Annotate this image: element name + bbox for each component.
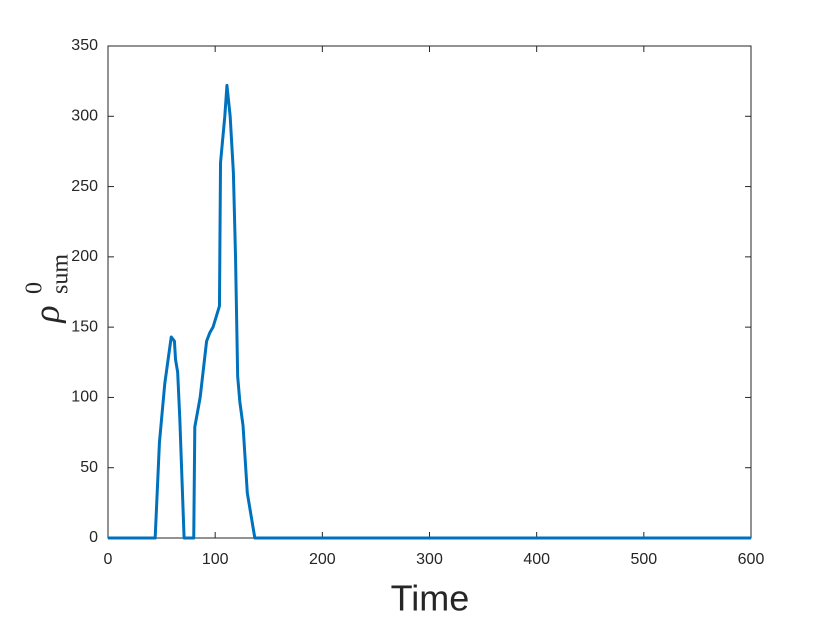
y-tick-label: 150 (71, 318, 98, 335)
y-tick-label: 50 (80, 459, 98, 476)
y-label-symbol: ρ (26, 305, 66, 323)
x-tick-label: 100 (202, 551, 229, 568)
x-tick-label: 200 (309, 551, 336, 568)
data-line (108, 83, 751, 540)
y-tick-label: 100 (71, 389, 98, 406)
y-tick-label: 200 (71, 248, 98, 265)
x-axis-label: Time (391, 578, 470, 619)
x-tick-label: 300 (416, 551, 443, 568)
y-tick-label: 350 (71, 37, 98, 54)
y-tick-label: 250 (71, 178, 98, 195)
y-axis-label: ρ 0 sum (22, 254, 74, 324)
y-label-sup: 0 (22, 282, 48, 294)
y-label-sub: sum (48, 254, 74, 294)
x-tick-label: 500 (630, 551, 657, 568)
x-tick-label: 0 (104, 551, 113, 568)
axes-box (107, 45, 752, 539)
x-tick-label: 400 (523, 551, 550, 568)
x-tick-label: 600 (738, 551, 765, 568)
y-tick-label: 0 (89, 529, 98, 546)
y-tick-label: 300 (71, 108, 98, 125)
